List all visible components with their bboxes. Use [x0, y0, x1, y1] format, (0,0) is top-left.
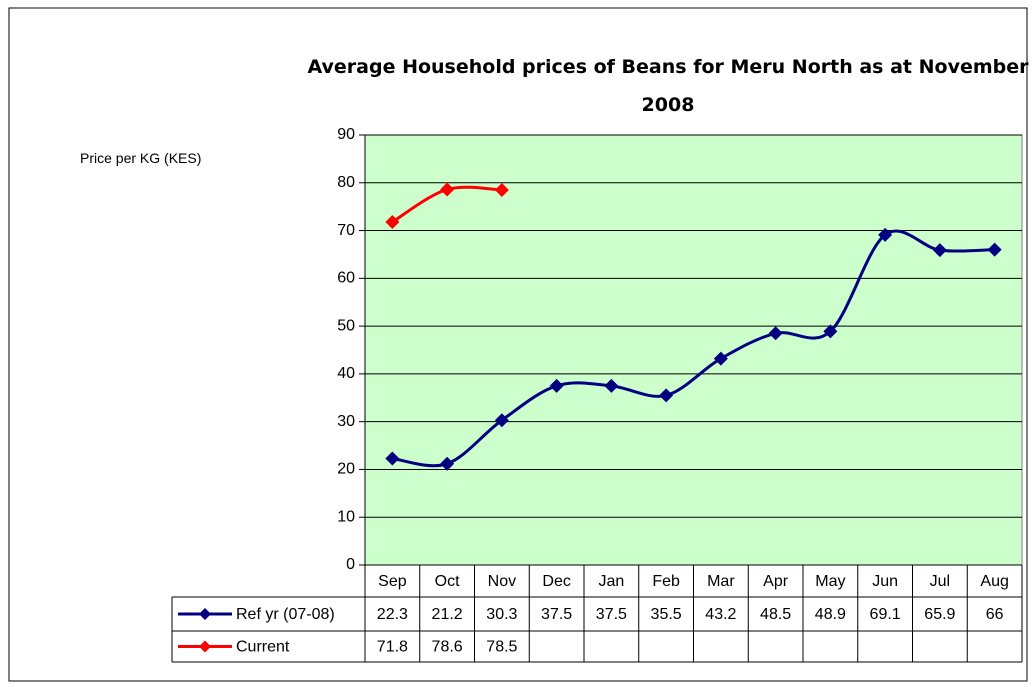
table-value: 43.2 — [705, 606, 736, 623]
plot-area — [364, 134, 1023, 566]
table-value: 66 — [986, 606, 1004, 623]
x-tick-label: May — [815, 573, 845, 590]
x-tick-label: Oct — [435, 573, 460, 590]
x-tick-label: Jan — [598, 573, 624, 590]
y-tick-label: 20 — [337, 461, 355, 478]
table-value: 37.5 — [541, 606, 572, 623]
x-tick-label: Mar — [707, 573, 735, 590]
y-tick-label: 80 — [337, 174, 355, 191]
x-tick-label: Sep — [378, 573, 407, 590]
table-value: 21.2 — [432, 606, 463, 623]
table-value: 35.5 — [651, 606, 682, 623]
chart-title: Average Household prices of Beans for Me… — [307, 56, 1029, 116]
legend-marker — [199, 640, 211, 653]
table-value: 71.8 — [377, 639, 408, 656]
marker — [987, 242, 1002, 257]
marker — [604, 378, 619, 393]
x-tick-label: Jun — [872, 573, 898, 590]
y-tick-label: 50 — [337, 317, 355, 334]
marker — [494, 182, 509, 197]
x-tick-label: Dec — [542, 573, 570, 590]
table-value: 30.3 — [486, 606, 517, 623]
y-tick-label: 90 — [337, 126, 355, 143]
y-tick-label: 10 — [337, 508, 355, 525]
marker — [385, 214, 400, 229]
y-tick-label: 70 — [337, 222, 355, 239]
table-value: 22.3 — [377, 606, 408, 623]
legend-label: Ref yr (07-08) — [236, 606, 335, 623]
table-value: 78.6 — [432, 639, 463, 656]
marker — [878, 227, 893, 242]
table-value: 78.5 — [486, 639, 517, 656]
y-tick-label: 30 — [337, 413, 355, 430]
x-tick-label: Feb — [652, 573, 680, 590]
x-tick-label: Jul — [930, 573, 950, 590]
y-tick-label: 40 — [337, 365, 355, 382]
marker — [932, 243, 947, 258]
table-value: 48.9 — [815, 606, 846, 623]
marker — [385, 451, 400, 466]
marker — [659, 388, 674, 403]
marker — [440, 182, 455, 197]
x-tick-label: Nov — [488, 573, 516, 590]
table-value: 37.5 — [596, 606, 627, 623]
marker — [440, 456, 455, 471]
marker — [549, 378, 564, 393]
table-value: 65.9 — [924, 606, 955, 623]
y-tick-label: 0 — [346, 556, 355, 573]
legend-marker — [199, 608, 211, 620]
marker — [713, 351, 728, 366]
table-value: 48.5 — [760, 606, 791, 623]
y-tick-label: 60 — [337, 270, 355, 287]
marker — [768, 326, 783, 341]
x-tick-label: Apr — [763, 573, 789, 590]
x-tick-label: Aug — [980, 573, 1008, 590]
marker — [823, 324, 838, 339]
y-axis-label: Price per KG (KES) — [80, 150, 202, 166]
marker — [494, 413, 509, 428]
table-value: 69.1 — [870, 606, 901, 623]
legend-label: Current — [236, 639, 290, 656]
